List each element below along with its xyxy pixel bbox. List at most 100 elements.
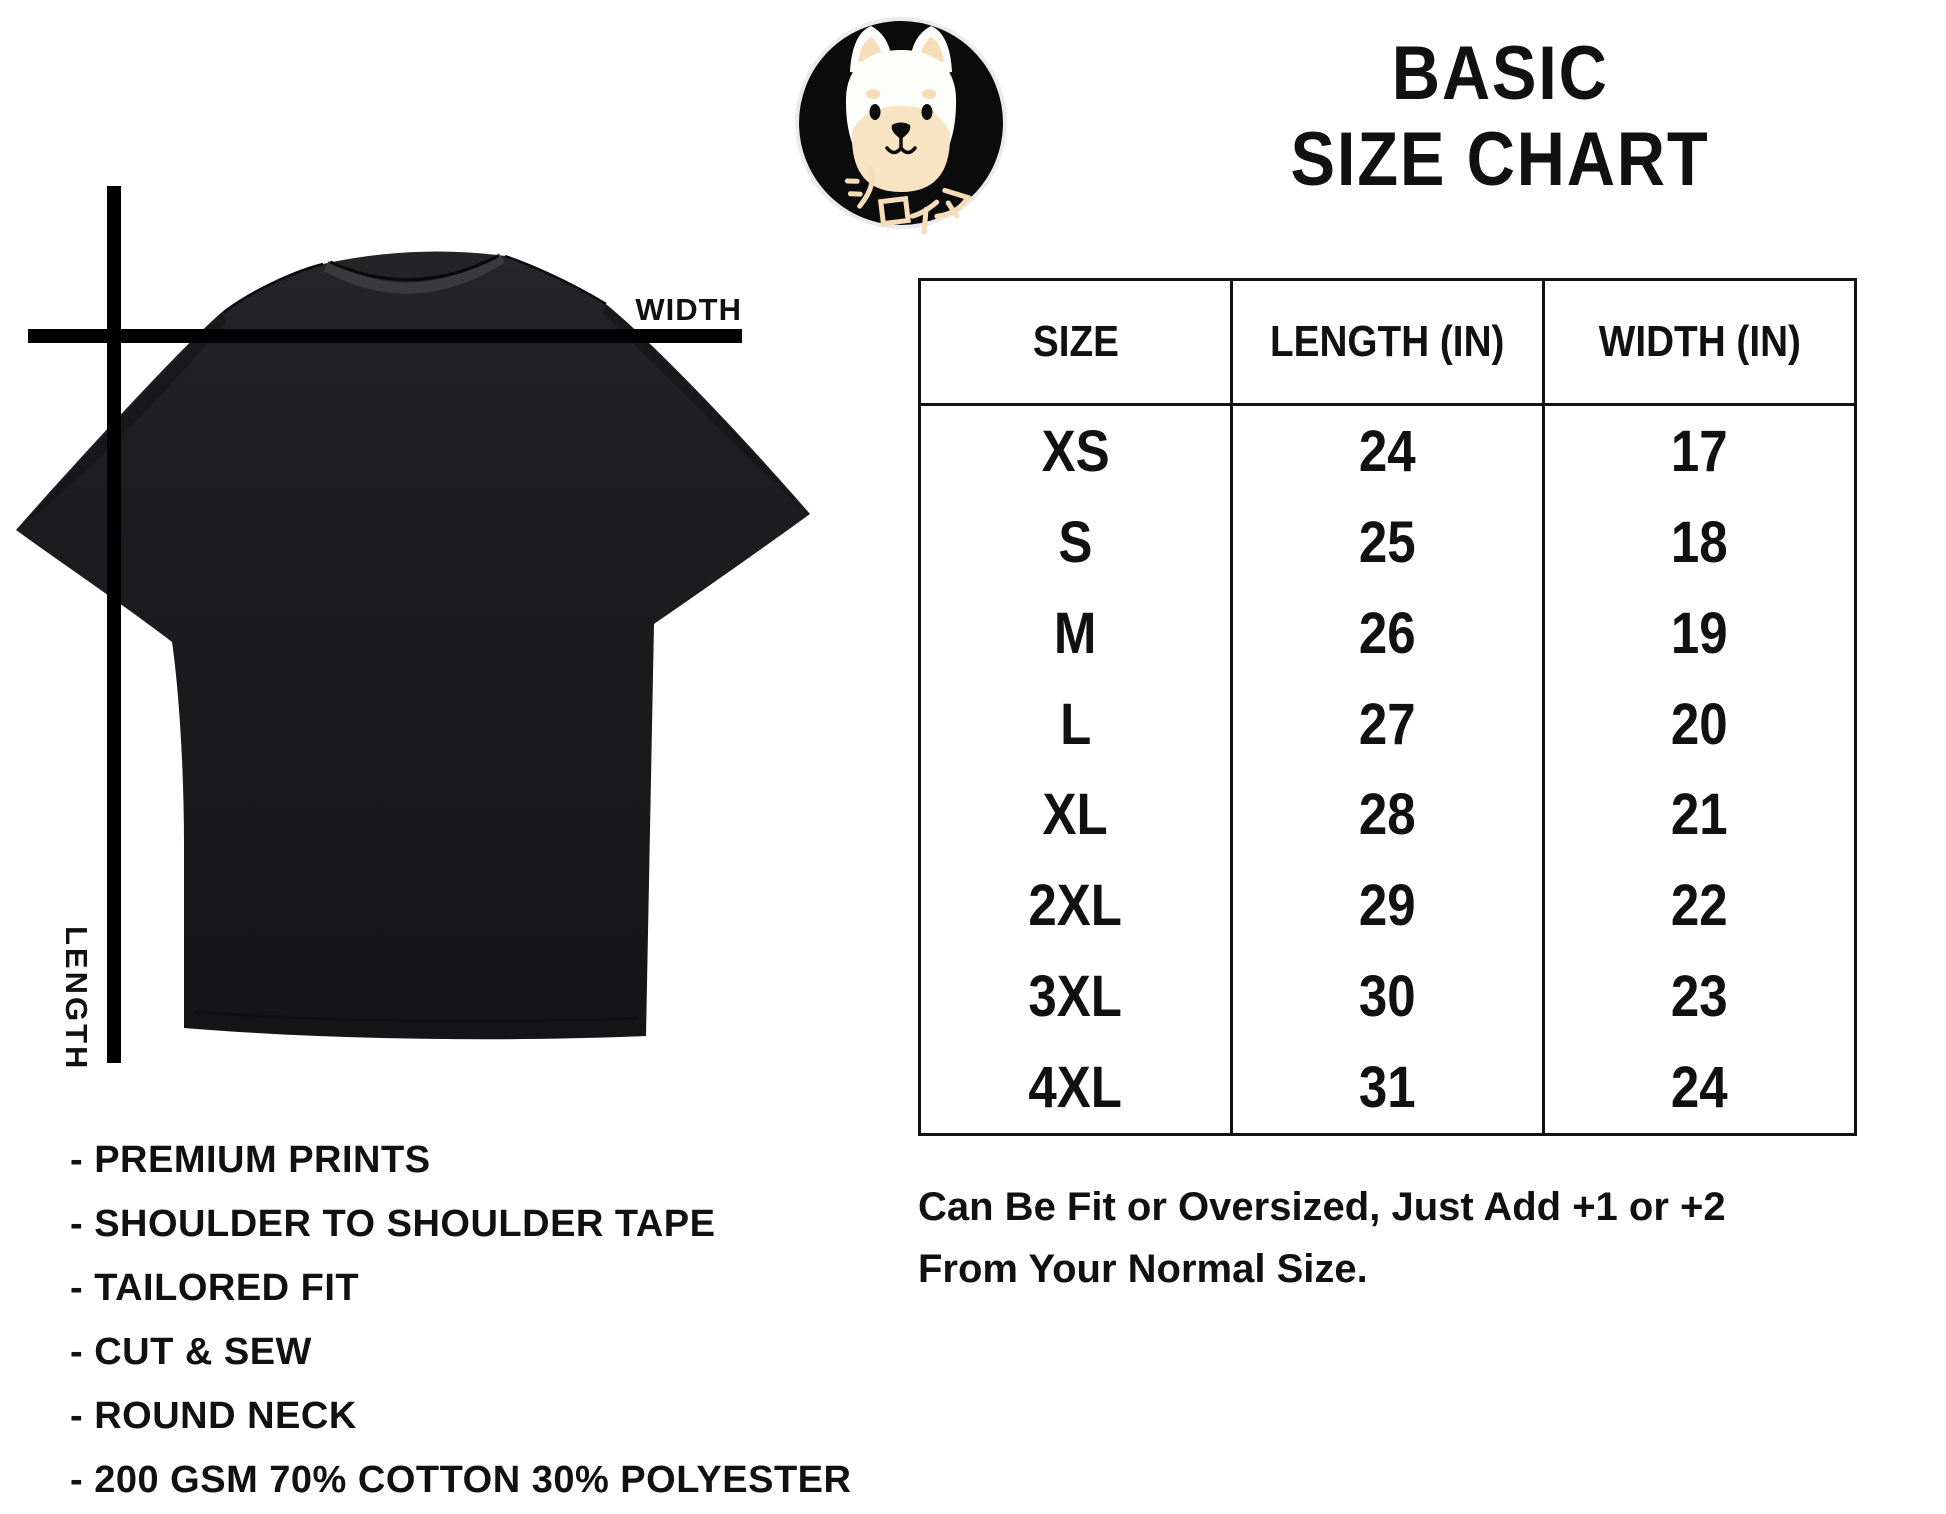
cell-size: S xyxy=(921,496,1233,588)
cell-width: 17 xyxy=(1545,406,1854,497)
cell-length: 28 xyxy=(1233,769,1545,861)
cell-length: 27 xyxy=(1233,678,1545,770)
title-line1: BASIC xyxy=(1391,31,1609,116)
width-value: 24 xyxy=(1671,1055,1728,1121)
dog-brow-left xyxy=(866,89,880,99)
cell-size: 3XL xyxy=(921,951,1233,1043)
tshirt-body xyxy=(16,251,810,1040)
feature-list: - PREMIUM PRINTS - SHOULDER TO SHOULDER … xyxy=(70,1128,852,1512)
size-value: 3XL xyxy=(1028,964,1123,1030)
cell-length: 30 xyxy=(1233,951,1545,1043)
size-chart-table: SIZE LENGTH (IN) WIDTH (IN) XS 24 17 S 2… xyxy=(918,278,1857,1136)
size-value: XS xyxy=(1041,418,1110,484)
feature-item: - ROUND NECK xyxy=(70,1395,357,1437)
tshirt-image xyxy=(16,251,810,1040)
width-value: 23 xyxy=(1671,964,1728,1030)
tshirt-sleeve-shadow-right xyxy=(602,305,806,512)
width-measure-line xyxy=(28,329,742,343)
size-value: 2XL xyxy=(1028,873,1123,939)
kana-i xyxy=(909,199,940,235)
cell-size: L xyxy=(921,678,1233,770)
cell-size: M xyxy=(921,587,1233,679)
size-value: 4XL xyxy=(1028,1055,1123,1121)
cell-size: XL xyxy=(921,769,1233,861)
table-header-row: SIZE LENGTH (IN) WIDTH (IN) xyxy=(921,281,1854,406)
table-row: 2XL 29 22 xyxy=(921,860,1854,952)
length-measure-line xyxy=(107,186,121,1063)
width-value: 22 xyxy=(1671,873,1728,939)
cell-size: 4XL xyxy=(921,1042,1233,1133)
length-label: LENGTH xyxy=(59,926,94,1072)
feature-item: - SHOULDER TO SHOULDER TAPE xyxy=(70,1203,716,1245)
feature-item: - PREMIUM PRINTS xyxy=(70,1139,431,1181)
length-value: 27 xyxy=(1359,691,1416,757)
cell-length: 25 xyxy=(1233,496,1545,588)
cell-width: 19 xyxy=(1545,588,1854,679)
kana-shi xyxy=(844,165,875,209)
table-row: 4XL 31 24 xyxy=(921,1042,1854,1133)
cell-width: 18 xyxy=(1545,497,1854,588)
length-value: 28 xyxy=(1359,782,1416,848)
table-row: L 27 20 xyxy=(921,678,1854,770)
table-row: M 26 19 xyxy=(921,587,1854,679)
col-header-size-label: SIZE xyxy=(1032,317,1119,366)
width-value: 18 xyxy=(1671,509,1728,575)
width-label: WIDTH xyxy=(635,292,742,327)
length-value: 26 xyxy=(1359,600,1416,666)
cell-length: 31 xyxy=(1233,1042,1545,1133)
tshirt-seam-right xyxy=(504,254,607,306)
length-value: 31 xyxy=(1359,1055,1416,1121)
dog-eye-right xyxy=(921,104,933,120)
width-value: 17 xyxy=(1671,418,1728,484)
width-value: 21 xyxy=(1671,782,1728,848)
dog-eye-left xyxy=(869,104,881,120)
tshirt-collar-stitch xyxy=(329,254,499,282)
fit-note-line2: From Your Normal Size. xyxy=(918,1247,1368,1291)
dog-brow-right xyxy=(922,89,936,99)
table-row: XS 24 17 xyxy=(921,406,1854,497)
cell-length: 26 xyxy=(1233,587,1545,679)
brand-logo xyxy=(795,17,1007,235)
col-header-length: LENGTH (IN) xyxy=(1233,281,1545,403)
size-value: L xyxy=(1059,691,1092,757)
table-row: S 25 18 xyxy=(921,496,1854,588)
length-value: 30 xyxy=(1359,964,1416,1030)
kana-nu xyxy=(934,187,972,219)
feature-item: - 200 GSM 70% COTTON 30% POLYESTER xyxy=(70,1459,852,1501)
cell-width: 21 xyxy=(1545,770,1854,861)
cell-size: XS xyxy=(921,406,1233,497)
cell-length: 29 xyxy=(1233,860,1545,952)
length-value: 25 xyxy=(1359,509,1416,575)
table-row: 3XL 30 23 xyxy=(921,951,1854,1043)
length-value: 29 xyxy=(1359,873,1416,939)
col-header-width-label: WIDTH (IN) xyxy=(1598,317,1801,366)
col-header-size: SIZE xyxy=(921,281,1233,403)
dog-mouth xyxy=(885,136,917,155)
cell-size: 2XL xyxy=(921,860,1233,952)
feature-item: - CUT & SEW xyxy=(70,1331,312,1373)
size-value: S xyxy=(1058,509,1093,575)
table-row: XL 28 21 xyxy=(921,769,1854,861)
kana-ro xyxy=(877,195,911,227)
tshirt-sleeve-shadow-left xyxy=(22,312,226,526)
col-header-length-label: LENGTH (IN) xyxy=(1270,317,1505,366)
cell-width: 24 xyxy=(1545,1042,1854,1133)
page-title: BASIC SIZE CHART xyxy=(1120,34,1880,200)
logo-japanese-text xyxy=(844,165,972,235)
dog-nose xyxy=(891,122,911,139)
tshirt-seam-left xyxy=(223,262,324,313)
fit-note: Can Be Fit or Oversized, Just Add +1 or … xyxy=(918,1176,1898,1300)
table-body: XS 24 17 S 25 18 M 26 19 L 27 20 XL 28 2… xyxy=(921,406,1854,1133)
cell-width: 23 xyxy=(1545,951,1854,1042)
feature-item: - TAILORED FIT xyxy=(70,1267,360,1309)
tshirt-collar xyxy=(323,253,505,294)
width-value: 19 xyxy=(1671,600,1728,666)
length-value: 24 xyxy=(1359,418,1416,484)
size-value: XL xyxy=(1042,782,1109,848)
fit-note-line1: Can Be Fit or Oversized, Just Add +1 or … xyxy=(918,1185,1726,1229)
col-header-width: WIDTH (IN) xyxy=(1545,281,1854,403)
cell-width: 20 xyxy=(1545,679,1854,770)
width-value: 20 xyxy=(1671,691,1728,757)
cell-length: 24 xyxy=(1233,406,1545,497)
cell-width: 22 xyxy=(1545,860,1854,951)
